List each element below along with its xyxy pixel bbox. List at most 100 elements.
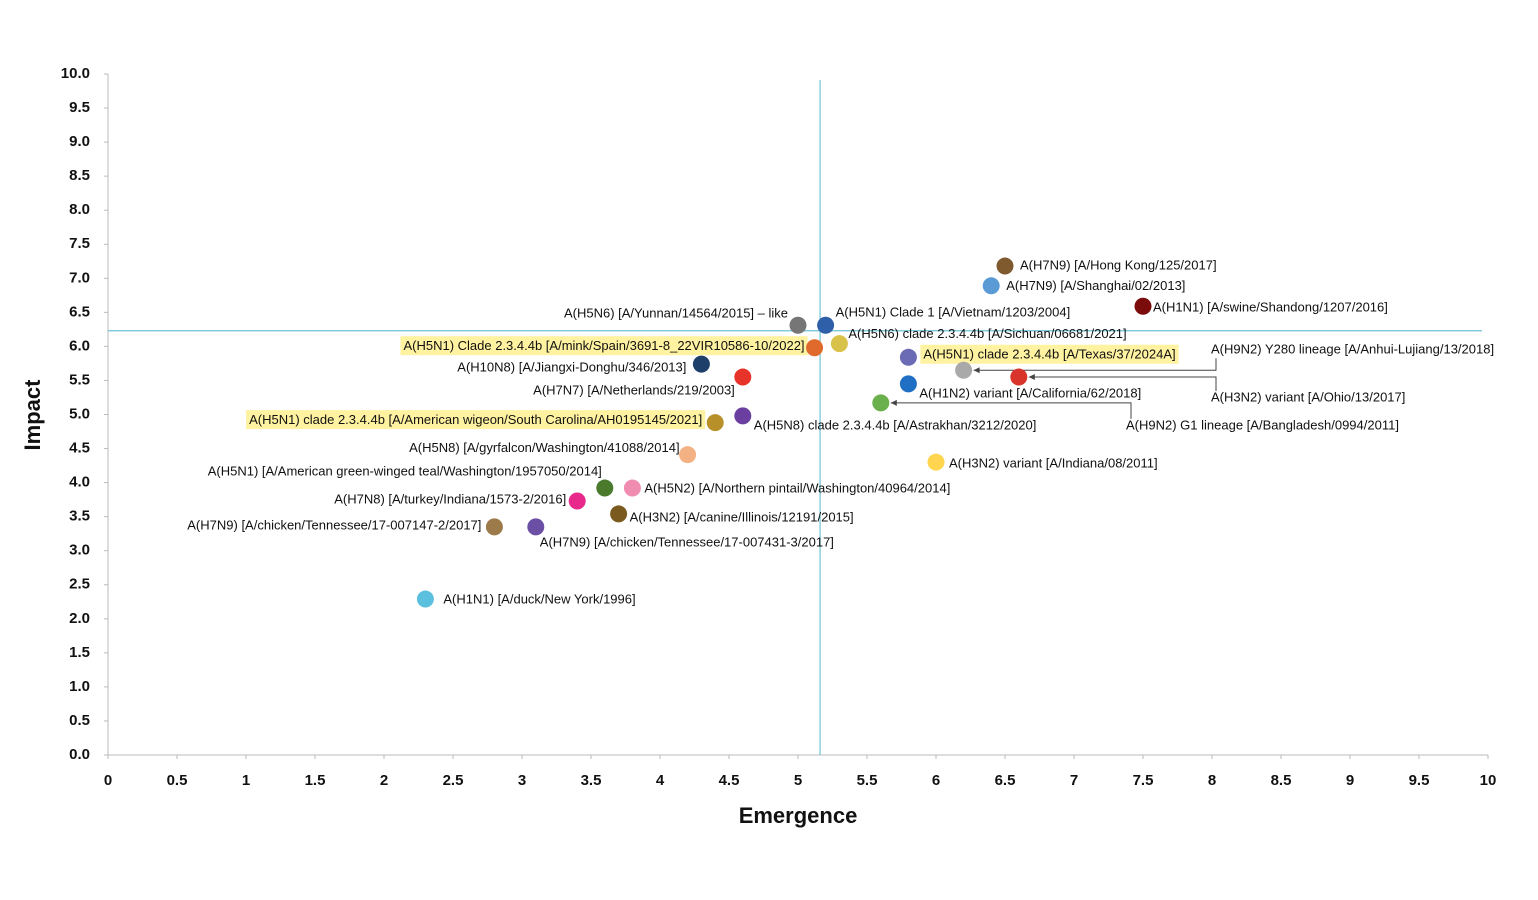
point (734, 368, 752, 386)
point (734, 407, 752, 425)
y-tick-label: 9.5 (69, 99, 90, 116)
x-tick-label: 8.5 (1271, 772, 1292, 789)
x-axis-title: Emergence (739, 803, 858, 828)
y-tick-label: 1.5 (69, 644, 90, 661)
x-tick-label: 2.5 (443, 772, 464, 789)
point-label: A(H5N8) clade 2.3.4.4b [A/Astrakhan/3212… (754, 417, 1037, 432)
point-label: A(H5N1) Clade 2.3.4.4b [A/mink/Spain/369… (403, 338, 804, 353)
x-tick-label: 0 (104, 772, 112, 789)
y-tick-label: 8.0 (69, 201, 90, 218)
point-label: A(H9N2) G1 lineage [A/Bangladesh/0994/20… (1126, 417, 1399, 432)
x-tick-label: 10 (1480, 772, 1497, 789)
point-label: A(H5N6) clade 2.3.4.4b [A/Sichuan/06681/… (848, 326, 1126, 341)
point-label: A(H5N1) [A/American green-winged teal/Wa… (208, 463, 602, 478)
y-tick-label: 5.0 (69, 405, 90, 422)
y-tick-label: 6.0 (69, 337, 90, 354)
point-label: A(H5N2) [A/Northern pintail/Washington/4… (644, 480, 950, 495)
point (789, 316, 807, 334)
point-label: A(H1N1) [A/duck/New York/1996] (443, 591, 635, 606)
y-tick-label: 8.5 (69, 167, 90, 184)
point-label: A(H1N2) variant [A/California/62/2018] (919, 385, 1141, 400)
x-tick-label: 4.5 (719, 772, 740, 789)
point-label: A(H5N1) clade 2.3.4.4b [A/Texas/37/2024A… (923, 347, 1175, 362)
x-tick-label: 3.5 (581, 772, 602, 789)
leader-line (1028, 376, 1217, 392)
point (692, 355, 710, 373)
point-label: A(H5N1) clade 2.3.4.4b [A/American wigeo… (249, 412, 702, 427)
y-tick-label: 3.0 (69, 542, 90, 559)
point-label: A(H3N2) [A/canine/Illinois/12191/2015] (630, 509, 854, 524)
label-highlight (920, 344, 1179, 364)
x-tick-label: 4 (656, 772, 665, 789)
point-label: A(H3N2) variant [A/Indiana/08/2011] (949, 456, 1158, 471)
leader-line (890, 402, 1132, 419)
y-tick-label: 7.5 (69, 235, 90, 252)
y-tick-label: 6.5 (69, 303, 90, 320)
y-tick-label: 4.5 (69, 440, 90, 457)
point (806, 339, 824, 357)
highlight-layer (246, 336, 1179, 430)
point (1134, 297, 1152, 315)
y-tick-label: 0.0 (69, 746, 90, 763)
y-tick-label: 2.5 (69, 576, 90, 593)
y-tick-label: 2.0 (69, 610, 90, 627)
point (596, 479, 614, 497)
point (610, 505, 628, 523)
point-label: A(H7N9) [A/chicken/Tennessee/17-007431-3… (540, 534, 834, 549)
leader-arrow (1028, 374, 1035, 381)
x-tick-label: 7 (1070, 772, 1078, 789)
x-tick-label: 6 (932, 772, 940, 789)
label-highlight (400, 336, 808, 356)
y-tick-label: 7.0 (69, 269, 90, 286)
point (955, 361, 973, 379)
point (706, 414, 724, 432)
x-tick-label: 5.5 (857, 772, 878, 789)
point-label: A(H9N2) Y280 lineage [A/Anhui-Lujiang/13… (1211, 342, 1494, 357)
point-label: A(H1N1) [A/swine/Shandong/1207/2016] (1153, 300, 1388, 315)
label-highlight (246, 410, 706, 430)
point-label: A(H7N9) [A/chicken/Tennessee/17-007147-2… (187, 517, 481, 532)
point (623, 479, 641, 497)
point-label: A(H5N8) [A/gyrfalcon/Washington/41088/20… (409, 440, 680, 455)
x-tick-label: 7.5 (1133, 772, 1154, 789)
point-label: A(H7N9) [A/Shanghai/02/2013] (1006, 278, 1185, 293)
y-tick-label: 1.0 (69, 678, 90, 695)
x-tick-label: 0.5 (167, 772, 188, 789)
x-tick-label: 5 (794, 772, 802, 789)
point (872, 394, 890, 412)
y-tick-label: 5.5 (69, 371, 90, 388)
point-label: A(H7N7) [A/Netherlands/219/2003] (533, 382, 735, 397)
point-label: A(H10N8) [A/Jiangxi-Donghu/346/2013] (457, 360, 686, 375)
leader-arrow (973, 367, 980, 374)
point (899, 348, 917, 366)
point-label: A(H3N2) variant [A/Ohio/13/2017] (1211, 389, 1405, 404)
leader-line (973, 358, 1217, 371)
point-label: A(H7N8) [A/turkey/Indiana/1573-2/2016] (334, 491, 566, 506)
x-tick-label: 6.5 (995, 772, 1016, 789)
y-tick-label: 0.5 (69, 712, 90, 729)
point (982, 277, 1000, 295)
point (568, 492, 586, 510)
y-tick-label: 4.0 (69, 474, 90, 491)
point-label: A(H7N9) [A/Hong Kong/125/2017] (1020, 257, 1217, 272)
point (679, 446, 697, 464)
point (527, 518, 545, 536)
point (830, 335, 848, 353)
point-label: A(H5N1) Clade 1 [A/Vietnam/1203/2004] (836, 305, 1071, 320)
x-tick-label: 2 (380, 772, 388, 789)
point (899, 375, 917, 393)
y-axis-title: Impact (20, 379, 45, 451)
x-tick-label: 9.5 (1409, 772, 1430, 789)
point (1010, 368, 1028, 386)
point (996, 257, 1014, 275)
point (927, 453, 945, 471)
point (817, 316, 835, 334)
x-tick-label: 8 (1208, 772, 1216, 789)
y-tick-label: 9.0 (69, 133, 90, 150)
x-tick-label: 9 (1346, 772, 1354, 789)
x-tick-label: 1 (242, 772, 250, 789)
x-tick-label: 1.5 (305, 772, 326, 789)
point (485, 518, 503, 536)
leader-arrow (890, 399, 897, 406)
